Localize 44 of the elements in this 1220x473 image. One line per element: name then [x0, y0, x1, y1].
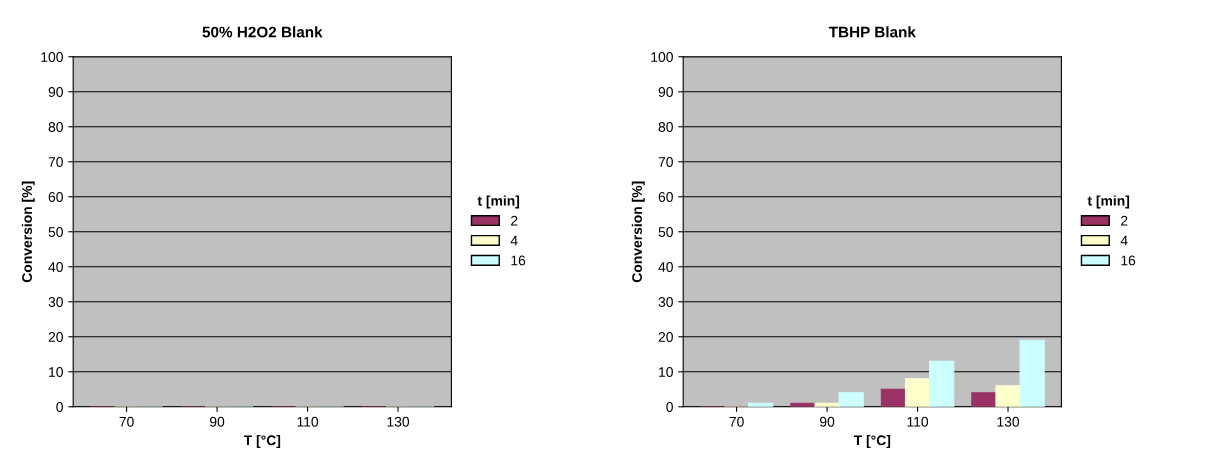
y-tick-label: 10	[659, 367, 673, 377]
x-tick-label: 130	[997, 416, 1020, 427]
x-tick-label: 70	[119, 416, 134, 427]
y-tick-label: 70	[48, 157, 63, 167]
legend-label: 2	[1121, 215, 1128, 226]
chart-title: TBHP Blank	[828, 26, 916, 38]
legend-label: 4	[510, 235, 518, 246]
legend-label: 16	[1121, 255, 1136, 266]
y-tick-label: 40	[48, 262, 63, 272]
y-tick-label: 20	[658, 332, 673, 342]
y-tick-label: 100	[41, 52, 63, 62]
y-tick-label: 0	[56, 402, 63, 412]
x-tick-label: 90	[819, 416, 835, 427]
x-tick-label: 110	[297, 416, 319, 427]
legend-label: 16	[511, 255, 526, 266]
x-tick-label: 90	[209, 416, 225, 427]
y-tick-label: 100	[651, 52, 673, 62]
x-tick-label: 130	[387, 416, 410, 427]
legend-label: 2	[511, 215, 518, 226]
x-tick-label: 110	[907, 416, 929, 427]
y-tick-label: 50	[48, 227, 63, 237]
y-tick-label: 60	[48, 192, 63, 202]
y-axis-title: Conversion [%]	[21, 181, 35, 283]
y-tick-label: 0	[666, 402, 673, 412]
legend-title: t [min]	[477, 195, 520, 209]
x-axis-title: T [°C]	[243, 435, 281, 448]
legend-label: 4	[1120, 235, 1128, 246]
y-tick-label: 10	[49, 367, 63, 377]
y-axis-title: Conversion [%]	[631, 181, 645, 283]
y-tick-label: 70	[658, 157, 673, 167]
chart-title: 50% H2O2 Blank	[202, 26, 323, 38]
y-tick-label: 80	[48, 122, 63, 132]
y-tick-label: 90	[658, 87, 673, 97]
y-tick-label: 30	[48, 297, 63, 307]
y-tick-label: 20	[48, 332, 63, 342]
y-tick-label: 90	[48, 87, 63, 97]
y-tick-label: 50	[658, 227, 673, 237]
y-tick-label: 30	[658, 297, 673, 307]
y-tick-label: 80	[658, 122, 673, 132]
y-tick-label: 60	[658, 192, 673, 202]
x-tick-label: 70	[729, 416, 744, 427]
x-axis-title: T [°C]	[853, 435, 891, 448]
y-tick-label: 40	[658, 262, 673, 272]
legend-title: t [min]	[1087, 195, 1130, 209]
